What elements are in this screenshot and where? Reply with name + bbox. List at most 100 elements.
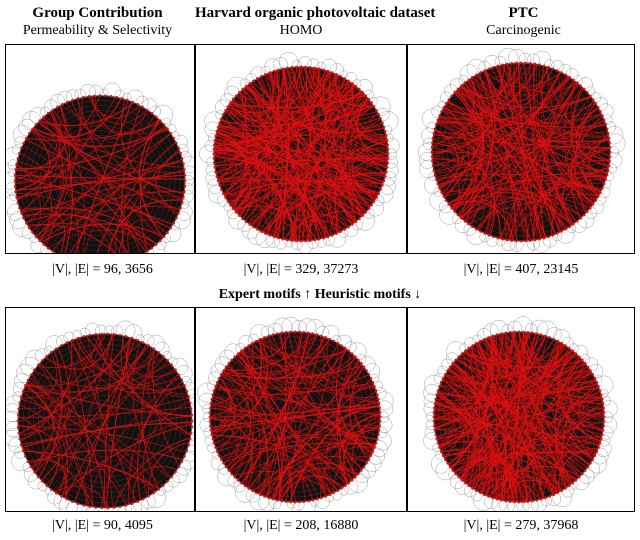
graph-edge [434,406,527,503]
graph-node [515,61,518,65]
graph-edge [506,332,527,502]
graph-node [335,73,338,76]
graph-node [271,333,275,336]
graph-node [290,239,294,242]
graph-edge [87,96,141,119]
graph-edge [287,331,362,471]
graph-edge [439,384,605,415]
graph-node [551,67,555,71]
graph-edge [434,403,558,494]
graph-node [13,184,17,188]
graph-node [586,465,590,469]
graph-edge [19,207,65,253]
graph-edge [23,450,160,490]
graph-node [548,336,551,339]
graph-node [247,344,250,347]
graph-edge [209,339,263,418]
graph-node [460,216,463,220]
graph-node [373,446,376,449]
graph-edge [488,337,581,478]
graph-edge [276,68,289,238]
graph-edge [526,185,601,241]
graph-node [602,118,606,122]
graph-edge [452,78,484,210]
graph-node [446,369,449,372]
graph-edge [309,67,388,168]
graph-node [574,352,578,355]
graph-node [432,132,436,135]
graph-edge [571,81,610,166]
graph-node [230,472,234,476]
graph-edge [69,132,171,253]
graph-node [267,334,271,338]
graph-edge [468,435,603,487]
graph-node [215,175,219,178]
graph-node [435,437,439,441]
graph-node [508,500,512,503]
graph-edge [495,334,604,406]
graph-edge [312,67,374,107]
graph-edge [37,333,107,369]
graph-node [492,65,495,69]
graph-node [467,222,470,226]
graph-edge [148,441,190,497]
graph-node [579,84,582,88]
ring [99,415,111,427]
graph-edge [330,74,384,129]
graph-node [371,381,375,384]
graph-node [354,84,358,88]
graph-node [377,113,380,116]
graph-node [357,358,360,362]
graph-node [531,331,534,335]
graph-edge [214,72,271,168]
graph-node [526,500,530,503]
graph-node [589,369,592,372]
graph-edge [69,340,185,394]
graph-node [343,346,347,350]
graph-node [61,103,64,106]
graph-node [436,389,440,392]
graph-node [27,226,31,230]
graph-edge [218,123,384,183]
graph-node [241,217,244,221]
graph-node [471,75,474,79]
graph-edge [445,457,525,503]
graph-edge [431,62,521,148]
graph-edge [210,343,254,407]
graph-node [190,413,194,417]
graph-edge [292,331,373,453]
graph-node [209,428,213,432]
graph-node [208,415,212,419]
graph-node [444,102,448,105]
graph-node [307,499,310,503]
graph-node [227,469,231,472]
graph-node [442,195,446,198]
column-subtitle: HOMO [279,23,323,38]
column-subtitle: Carcinogenic [486,23,561,38]
graph-edge [152,349,180,467]
graph-node [231,97,235,101]
graph-edge [65,102,178,217]
graph-node [76,502,80,505]
graph-edge [517,331,600,446]
graph-edge [290,67,371,207]
graph-edge [213,151,326,238]
graph-node [464,481,467,485]
graph-node [236,478,240,482]
graph-panel-bottom-1 [5,307,195,512]
graph-edge [332,82,367,213]
graph-node [596,106,600,109]
graph-node [440,110,443,113]
graph-node [161,354,165,358]
graph-node [467,346,471,350]
graph-node [172,136,175,140]
graph-node [295,65,298,69]
graph-node [50,488,53,491]
graph-edge [434,331,525,426]
graph-node [169,132,173,135]
graph-edge [464,72,483,222]
graph-edge [236,94,330,237]
graph-edge [225,104,374,126]
graph-edge [437,62,524,184]
graph-node [500,498,503,502]
